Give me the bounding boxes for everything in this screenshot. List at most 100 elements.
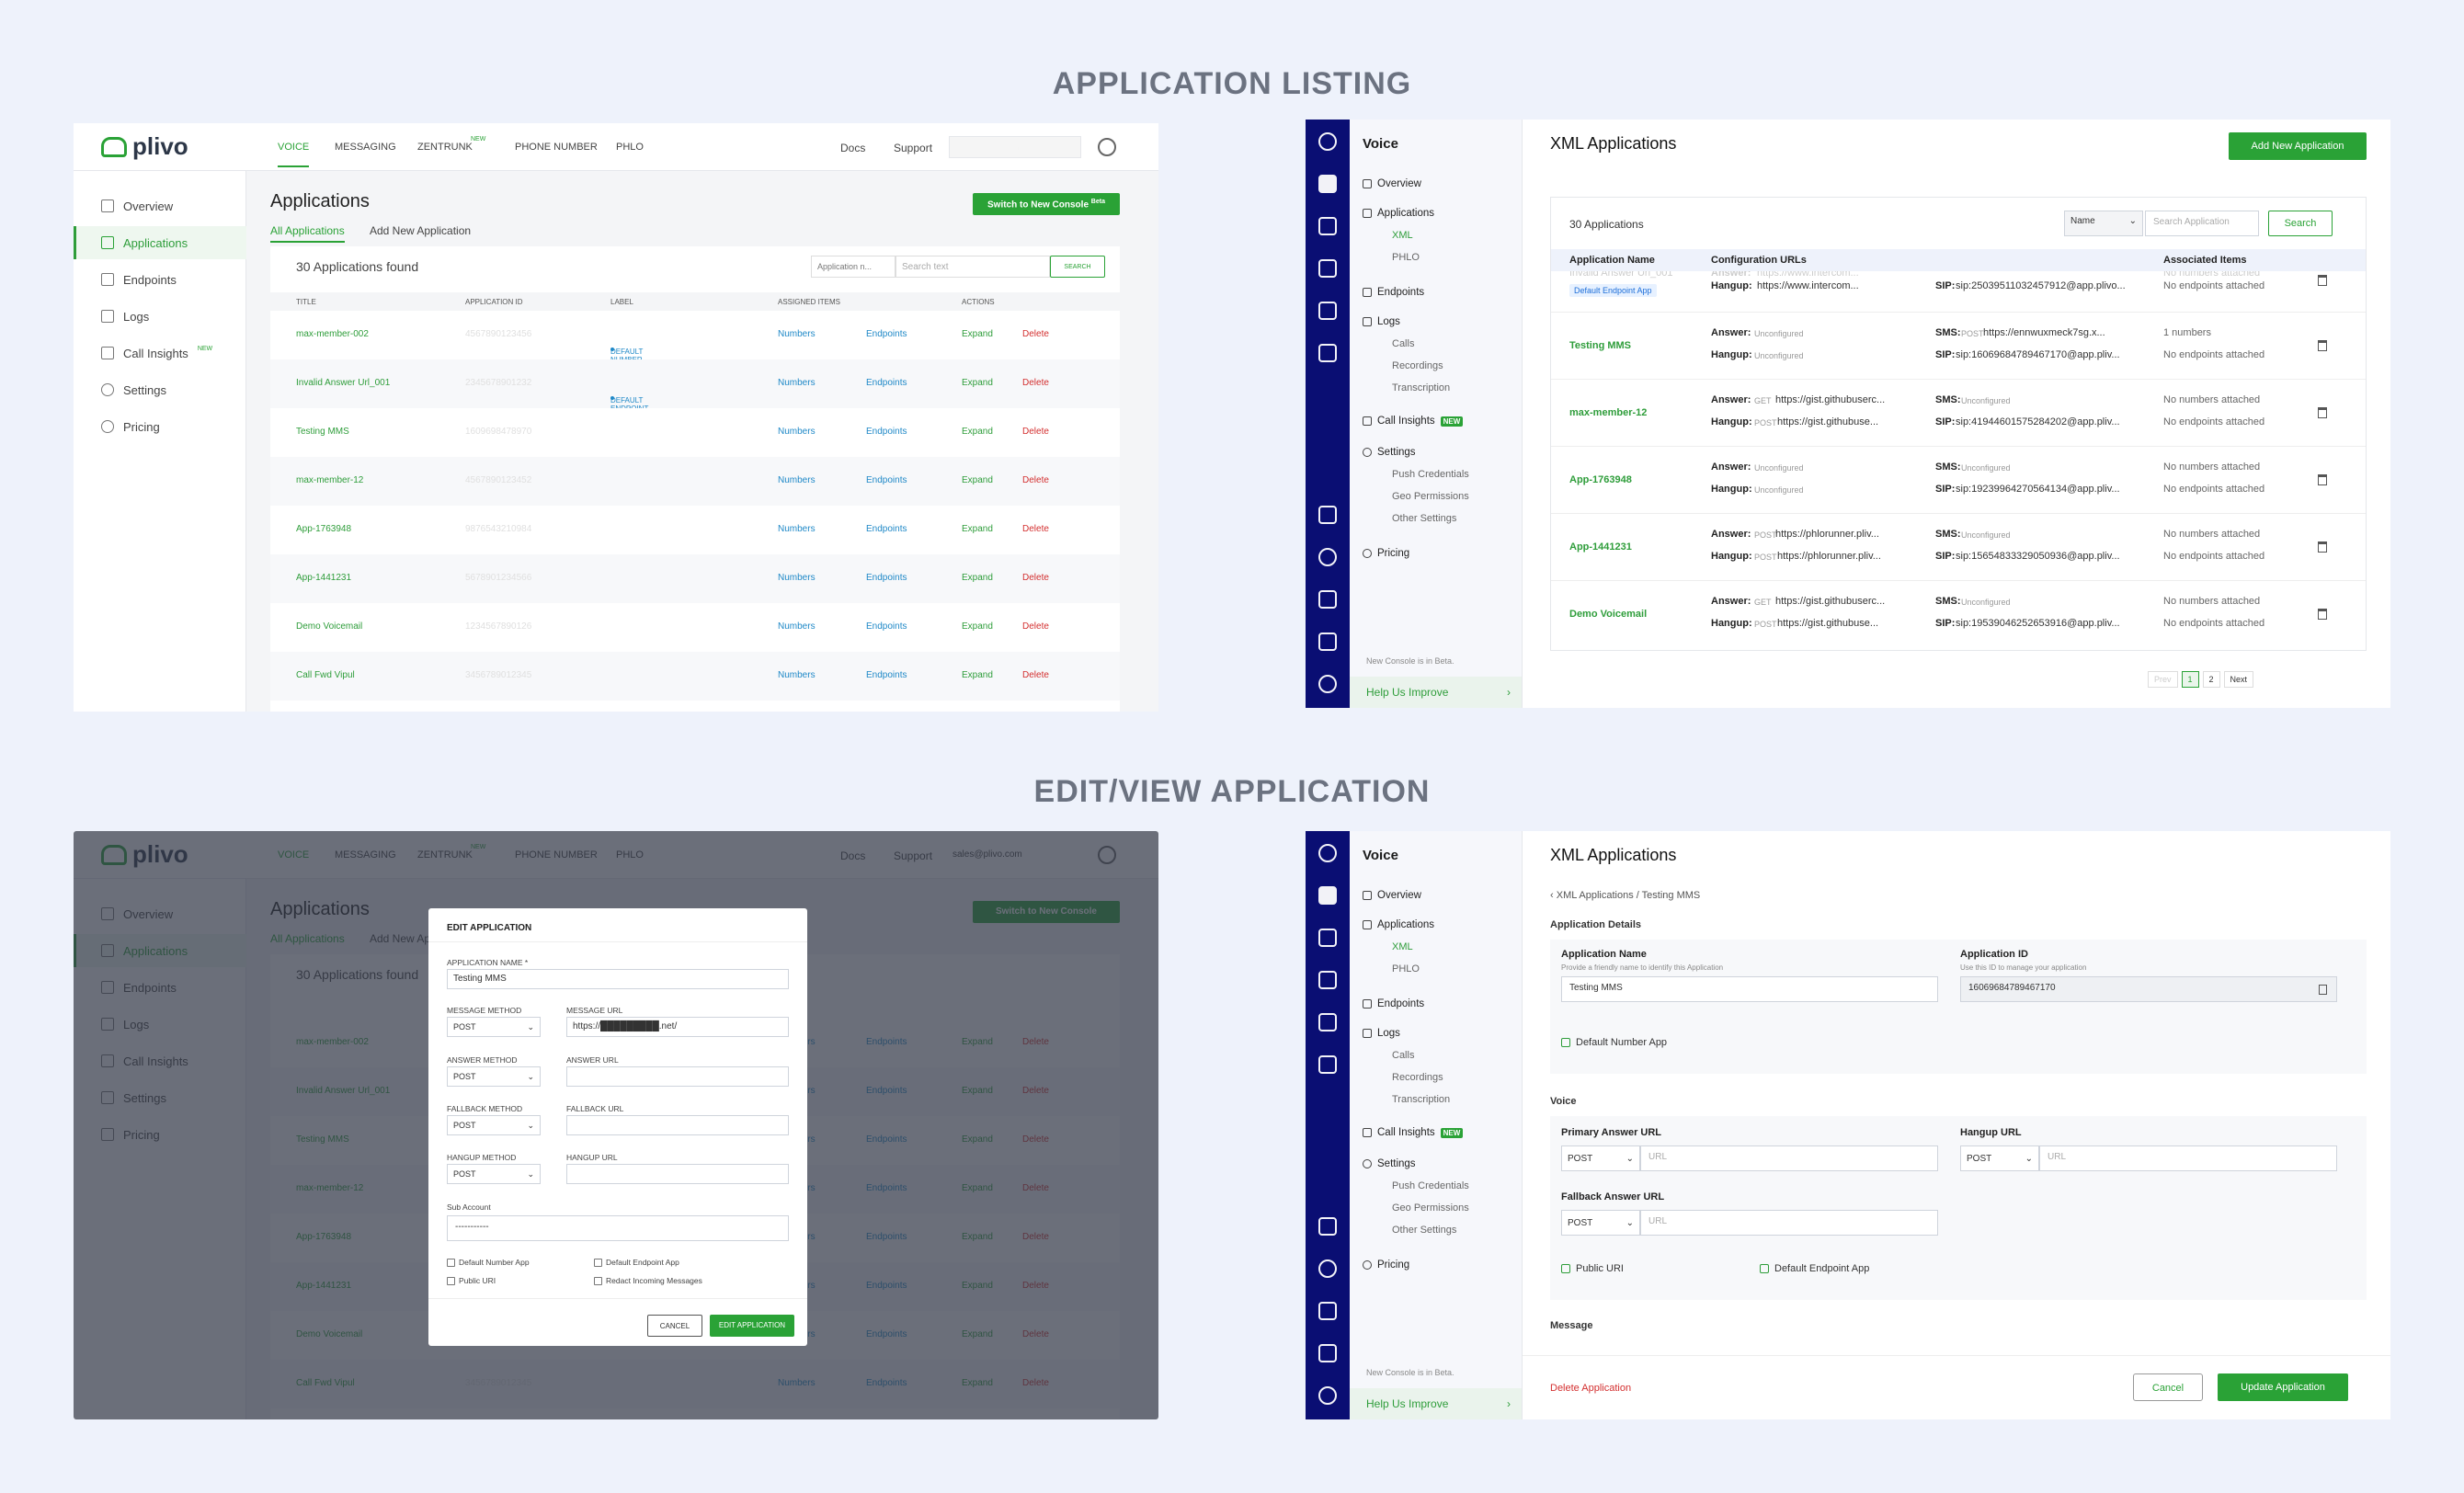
- numbers-link[interactable]: Numbers: [778, 378, 816, 388]
- help-us-improve[interactable]: Help Us Improve ›: [1350, 677, 1522, 708]
- trash-icon[interactable]: [2318, 340, 2327, 351]
- help-us-improve[interactable]: Help Us Improve ›: [1350, 1388, 1522, 1419]
- hangup-method-select[interactable]: POST ⌄: [1960, 1145, 2039, 1171]
- nav-pricing[interactable]: Pricing: [1363, 548, 1409, 559]
- tab-all-applications[interactable]: All Applications: [270, 224, 345, 243]
- fallback-url-input[interactable]: URL: [1640, 1210, 1938, 1236]
- copy-icon[interactable]: [2319, 985, 2327, 995]
- nav-push-credentials[interactable]: Push Credentials: [1392, 1180, 1469, 1191]
- app-title-link[interactable]: max-member-12: [296, 475, 364, 485]
- breadcrumb[interactable]: ‹ XML Applications / Testing MMS: [1550, 890, 1700, 901]
- inbox-icon[interactable]: [1318, 1302, 1337, 1320]
- numbers-link[interactable]: Numbers: [778, 427, 816, 437]
- expand-link[interactable]: Expand: [962, 378, 993, 388]
- expand-link[interactable]: Expand: [962, 670, 993, 680]
- expand-link[interactable]: Expand: [962, 329, 993, 339]
- primary-method-select[interactable]: POST ⌄: [1561, 1145, 1640, 1171]
- trash-icon[interactable]: [2318, 275, 2327, 286]
- old-sidebar-endpoints[interactable]: Endpoints: [74, 263, 246, 296]
- cancel-button[interactable]: Cancel: [2133, 1373, 2203, 1401]
- old-sidebar-settings[interactable]: Settings: [74, 373, 246, 406]
- fallback-method-select[interactable]: POST ⌄: [1561, 1210, 1640, 1236]
- app-title-link[interactable]: App-1763948: [296, 524, 352, 534]
- nav-pricing[interactable]: Pricing: [1363, 1259, 1409, 1271]
- message-icon[interactable]: [1318, 217, 1337, 235]
- prev-button[interactable]: Prev: [2148, 671, 2178, 688]
- edit-application-button[interactable]: EDIT APPLICATION: [710, 1315, 794, 1337]
- app-name-link[interactable]: Testing MMS: [1569, 340, 1632, 351]
- endpoints-link[interactable]: Endpoints: [866, 621, 907, 632]
- search-button[interactable]: SEARCH: [1050, 256, 1105, 278]
- avatar-icon[interactable]: [1318, 1386, 1337, 1405]
- expand-link[interactable]: Expand: [962, 427, 993, 437]
- docs-icon[interactable]: [1318, 1217, 1337, 1236]
- partial-name[interactable]: Invalid Answer Url_001: [1569, 271, 1673, 279]
- hangup-method-select[interactable]: POST ⌄: [447, 1164, 541, 1184]
- trash-icon[interactable]: [2318, 541, 2327, 553]
- phone-icon[interactable]: [1318, 175, 1337, 193]
- tab-add-application[interactable]: Add New Application: [370, 224, 472, 237]
- expand-link[interactable]: Expand: [962, 475, 993, 485]
- expand-link[interactable]: Expand: [962, 573, 993, 583]
- old-sidebar-pricing[interactable]: Pricing: [74, 410, 246, 443]
- update-application-button[interactable]: Update Application: [2218, 1373, 2348, 1401]
- delete-link[interactable]: Delete: [1022, 329, 1049, 339]
- nav-applications[interactable]: Applications: [1363, 919, 1434, 930]
- nav-messaging[interactable]: MESSAGING: [335, 142, 396, 153]
- nav-transcription[interactable]: Transcription: [1392, 1094, 1451, 1105]
- delete-link[interactable]: Delete: [1022, 378, 1049, 388]
- endpoints-link[interactable]: Endpoints: [866, 475, 907, 485]
- public-uri-checkbox[interactable]: Public URI: [1561, 1263, 1624, 1274]
- search-input[interactable]: Search Application: [2145, 211, 2259, 236]
- numbers-link[interactable]: Numbers: [778, 524, 816, 534]
- nav-push-credentials[interactable]: Push Credentials: [1392, 469, 1469, 480]
- default-number-checkbox[interactable]: Default Number App: [1561, 1037, 1667, 1048]
- nav-recordings[interactable]: Recordings: [1392, 360, 1443, 371]
- numbers-link[interactable]: Numbers: [778, 329, 816, 339]
- numbers-link[interactable]: Numbers: [778, 475, 816, 485]
- apps-grid-icon[interactable]: [1318, 633, 1337, 651]
- phlo-icon[interactable]: [1318, 344, 1337, 362]
- app-name-link[interactable]: max-member-12: [1569, 407, 1648, 418]
- old-sidebar-applications[interactable]: Applications: [74, 226, 246, 259]
- trash-icon[interactable]: [2318, 407, 2327, 418]
- endpoints-link[interactable]: Endpoints: [866, 329, 907, 339]
- inbox-icon[interactable]: [1318, 590, 1337, 609]
- message-method-select[interactable]: POST ⌄: [447, 1017, 541, 1037]
- old-sidebar-logs[interactable]: Logs: [74, 300, 246, 333]
- endpoints-link[interactable]: Endpoints: [866, 427, 907, 437]
- nav-phone-number[interactable]: PHONE NUMBER: [515, 142, 598, 153]
- nav-call-insights[interactable]: Call Insights NEW: [1363, 1127, 1464, 1138]
- phlo-icon[interactable]: [1318, 1055, 1337, 1074]
- nav-xml[interactable]: XML: [1392, 941, 1413, 952]
- help-icon[interactable]: [1318, 1259, 1337, 1278]
- nav-endpoints[interactable]: Endpoints: [1363, 287, 1424, 298]
- nav-calls[interactable]: Calls: [1392, 338, 1415, 349]
- default-endpoint-checkbox[interactable]: Default Endpoint App: [1760, 1263, 1869, 1274]
- apps-grid-icon[interactable]: [1318, 1344, 1337, 1362]
- search-input[interactable]: Search text: [895, 256, 1050, 278]
- endpoints-link[interactable]: Endpoints: [866, 670, 907, 680]
- delete-link[interactable]: Delete: [1022, 670, 1049, 680]
- app-name-link[interactable]: App-1763948: [1569, 474, 1632, 485]
- user-profile-icon[interactable]: [1098, 138, 1116, 156]
- nav-overview[interactable]: Overview: [1363, 178, 1421, 189]
- nav-recordings[interactable]: Recordings: [1392, 1072, 1443, 1083]
- filter-select[interactable]: Name ⌄: [2064, 211, 2143, 236]
- delete-application-link[interactable]: Delete Application: [1550, 1383, 1632, 1394]
- expand-link[interactable]: Expand: [962, 524, 993, 534]
- app-title-link[interactable]: Testing MMS: [296, 427, 349, 437]
- add-application-button[interactable]: Add New Application: [2229, 132, 2367, 160]
- nav-logs[interactable]: Logs: [1363, 316, 1400, 327]
- nav-phlo[interactable]: PHLO: [1392, 963, 1420, 974]
- endpoints-link[interactable]: Endpoints: [866, 573, 907, 583]
- nav-call-insights[interactable]: Call Insights NEW: [1363, 416, 1464, 427]
- app-title-link[interactable]: max-member-002: [296, 329, 369, 339]
- endpoints-link[interactable]: Endpoints: [866, 524, 907, 534]
- cloud-logo-icon[interactable]: [1318, 132, 1337, 151]
- app-name-link[interactable]: App-1441231: [1569, 541, 1632, 553]
- nav-settings[interactable]: Settings: [1363, 1158, 1416, 1169]
- sub-account-select[interactable]: -----------: [447, 1215, 789, 1241]
- nav-docs[interactable]: Docs: [840, 142, 866, 154]
- trash-icon[interactable]: [2318, 474, 2327, 485]
